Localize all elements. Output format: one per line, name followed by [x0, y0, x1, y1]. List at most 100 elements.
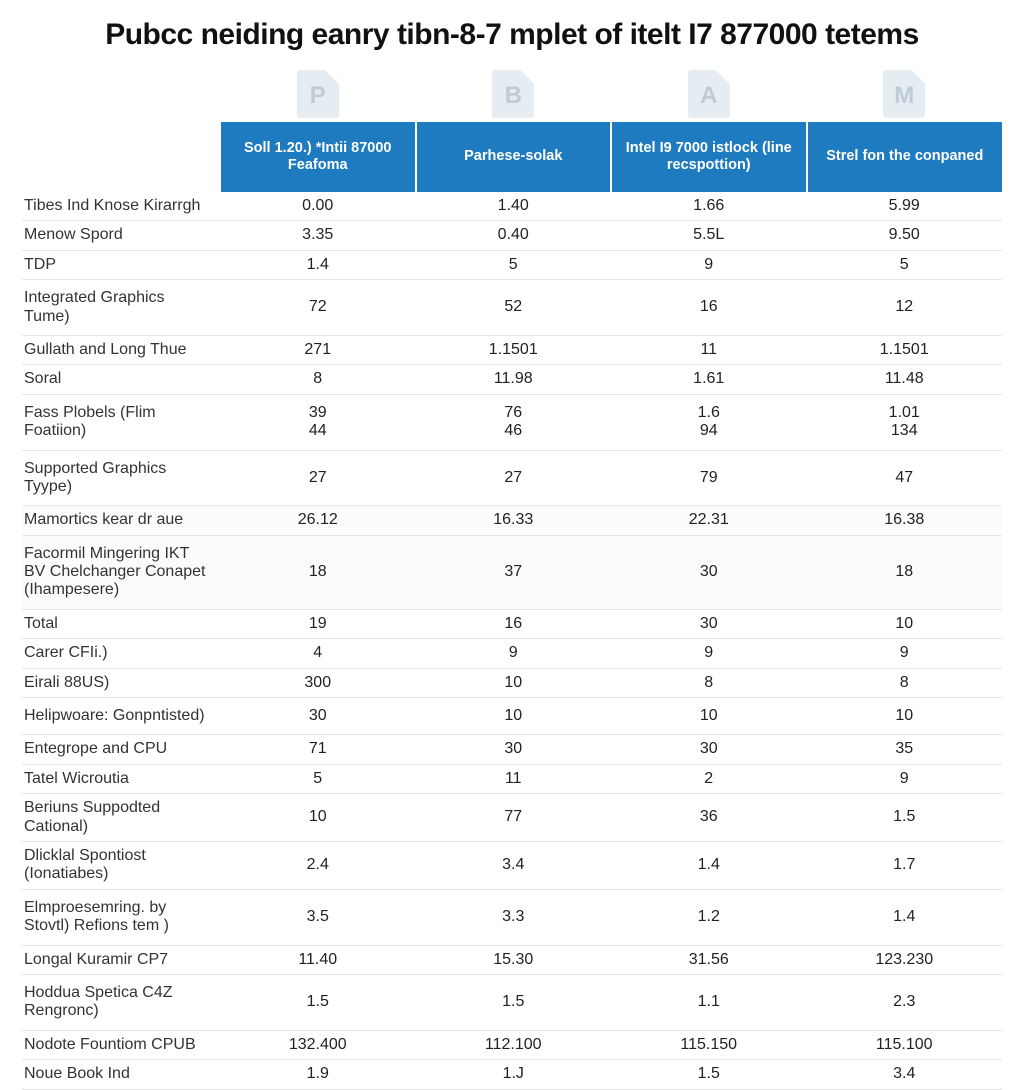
comparison-table: Soll 1.20.) *Intii 87000 FeafomaParhese-…	[22, 122, 1002, 1090]
cell-value: 115.150	[611, 1030, 807, 1059]
cell-value: 27	[220, 450, 416, 506]
table-row: Hoddua Spetica C4Z Rengronc)1.51.51.12.3	[22, 974, 1002, 1030]
page-title: Pubcc neiding eanry tibn-8-7 mplet of it…	[22, 18, 1002, 52]
table-row: Entegrope and CPU71303035	[22, 735, 1002, 764]
cell-value: 7646	[416, 394, 612, 450]
row-label: Beriuns Suppodted Cational)	[22, 794, 220, 842]
row-label: Fass Plobels (Flim Foatiion)	[22, 394, 220, 450]
table-row: Beriuns Suppodted Cational)1077361.5	[22, 794, 1002, 842]
table-row: Carer CFIi.)4999	[22, 639, 1002, 668]
table-header: Soll 1.20.) *Intii 87000 FeafomaParhese-…	[22, 122, 1002, 192]
cell-value: 5.99	[807, 192, 1003, 221]
column-icon-row: PBAM	[22, 70, 1002, 118]
cell-value: 9.50	[807, 221, 1003, 250]
table-row: Fass Plobels (Flim Foatiion)394476461.69…	[22, 394, 1002, 450]
cell-value: 1.1501	[807, 335, 1003, 364]
table-row: Mamortics kear dr aue26.1216.3322.3116.3…	[22, 506, 1002, 535]
column-header: Strel fon the conpaned	[807, 122, 1003, 192]
cell-value: 22.31	[611, 506, 807, 535]
cell-value: 8	[611, 668, 807, 697]
cell-value: 112.100	[416, 1030, 612, 1059]
cell-value: 9	[611, 250, 807, 279]
column-header: Soll 1.20.) *Intii 87000 Feafoma	[220, 122, 416, 192]
cell-value: 18	[807, 535, 1003, 609]
row-label: Facormil Mingering IKT BV Chelchanger Co…	[22, 535, 220, 609]
table-row: TDP1.4595	[22, 250, 1002, 279]
row-label: Nodote Fountiom CPUB	[22, 1030, 220, 1059]
cell-value: 132.400	[220, 1030, 416, 1059]
cell-value: 3944	[220, 394, 416, 450]
cell-value: 11	[416, 764, 612, 793]
cell-value: 1.61	[611, 365, 807, 394]
row-label: Supported Graphics Tyype)	[22, 450, 220, 506]
cell-value: 2.3	[807, 974, 1003, 1030]
cell-value: 3.5	[220, 889, 416, 945]
cell-value: 3.35	[220, 221, 416, 250]
table-row: Helipwoare: Gonpntisted)30101010	[22, 698, 1002, 735]
cell-value: 5.5L	[611, 221, 807, 250]
cell-value: 1.5	[220, 974, 416, 1030]
cell-value: 35	[807, 735, 1003, 764]
row-label: Gullath and Long Thue	[22, 335, 220, 364]
cell-value: 10	[807, 698, 1003, 735]
cell-value: 1.66	[611, 192, 807, 221]
cell-value: 26.12	[220, 506, 416, 535]
table-row: Supported Graphics Tyype)27277947	[22, 450, 1002, 506]
cell-value: 115.100	[807, 1030, 1003, 1059]
cell-value: 1.694	[611, 394, 807, 450]
cell-value: 1.5	[807, 794, 1003, 842]
doc-icon-a-icon: A	[688, 70, 730, 118]
cell-value: 8	[807, 668, 1003, 697]
cell-value: 5	[807, 250, 1003, 279]
cell-value: 1.5	[416, 974, 612, 1030]
cell-value: 2.4	[220, 841, 416, 889]
table-row: Nodote Fountiom CPUB132.400112.100115.15…	[22, 1030, 1002, 1059]
column-icon: A	[611, 70, 807, 118]
cell-value: 27	[416, 450, 612, 506]
cell-value: 1.40	[416, 192, 612, 221]
row-label: TDP	[22, 250, 220, 279]
cell-value: 3.4	[807, 1060, 1003, 1089]
cell-value: 1.4	[611, 841, 807, 889]
cell-value: 5	[416, 250, 612, 279]
table-row: Soral811.981.6111.48	[22, 365, 1002, 394]
cell-value: 11.98	[416, 365, 612, 394]
row-label: Helipwoare: Gonpntisted)	[22, 698, 220, 735]
cell-value: 3.4	[416, 841, 612, 889]
cell-value: 1.4	[220, 250, 416, 279]
doc-icon-p-icon: P	[297, 70, 339, 118]
cell-value: 9	[807, 639, 1003, 668]
cell-value: 30	[611, 535, 807, 609]
cell-value: 79	[611, 450, 807, 506]
doc-icon-letter: P	[310, 84, 326, 108]
cell-value: 15.30	[416, 945, 612, 974]
cell-value: 300	[220, 668, 416, 697]
table-row: Longal Kuramir CP711.4015.3031.56123.230	[22, 945, 1002, 974]
cell-value: 47	[807, 450, 1003, 506]
cell-value: 16.33	[416, 506, 612, 535]
cell-value: 0.40	[416, 221, 612, 250]
cell-value: 9	[807, 764, 1003, 793]
table-row: Noue Book Ind1.91.J1.53.4	[22, 1060, 1002, 1089]
header-blank	[22, 122, 220, 192]
cell-value: 71	[220, 735, 416, 764]
cell-value: 1.2	[611, 889, 807, 945]
column-header: Intel I9 7000 istlock (line recspottion)	[611, 122, 807, 192]
table-row: Dlicklal Spontiost (Ionatiabes)2.43.41.4…	[22, 841, 1002, 889]
cell-value: 9	[611, 639, 807, 668]
cell-value: 30	[611, 609, 807, 638]
row-label: Tatel Wicroutia	[22, 764, 220, 793]
cell-value: 11.48	[807, 365, 1003, 394]
doc-icon-b-icon: B	[492, 70, 534, 118]
table-row: Gullath and Long Thue2711.1501111.1501	[22, 335, 1002, 364]
cell-value: 5	[220, 764, 416, 793]
cell-value: 1.5	[611, 1060, 807, 1089]
cell-value: 36	[611, 794, 807, 842]
cell-value: 10	[220, 794, 416, 842]
row-label: Longal Kuramir CP7	[22, 945, 220, 974]
cell-value: 1.7	[807, 841, 1003, 889]
row-label: Tibes Ind Knose Kirarrgh	[22, 192, 220, 221]
table-row: Elmproesemring. by Stovtl) Refions tem )…	[22, 889, 1002, 945]
cell-value: 8	[220, 365, 416, 394]
cell-value: 10	[416, 698, 612, 735]
